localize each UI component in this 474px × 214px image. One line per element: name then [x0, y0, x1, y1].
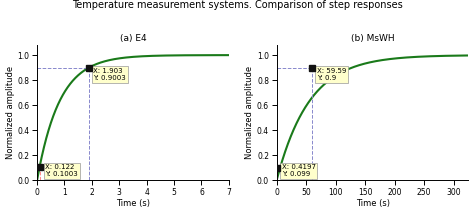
- Title: (a) E4: (a) E4: [119, 34, 146, 43]
- Text: Temperature measurement systems. Comparison of step responses: Temperature measurement systems. Compari…: [72, 0, 402, 10]
- Text: X: 0.4197
Y: 0.099: X: 0.4197 Y: 0.099: [282, 164, 316, 177]
- X-axis label: Time (s): Time (s): [356, 199, 390, 208]
- Y-axis label: Normalized amplitude: Normalized amplitude: [6, 66, 15, 159]
- Y-axis label: Normalized amplitude: Normalized amplitude: [245, 66, 254, 159]
- Text: X: 0.122
Y: 0.1003: X: 0.122 Y: 0.1003: [46, 164, 78, 177]
- Text: X: 59.59
Y: 0.9: X: 59.59 Y: 0.9: [317, 68, 346, 81]
- Title: (b) MsWH: (b) MsWH: [351, 34, 394, 43]
- Text: X: 1.903
Y: 0.9003: X: 1.903 Y: 0.9003: [93, 68, 126, 81]
- X-axis label: Time (s): Time (s): [116, 199, 150, 208]
